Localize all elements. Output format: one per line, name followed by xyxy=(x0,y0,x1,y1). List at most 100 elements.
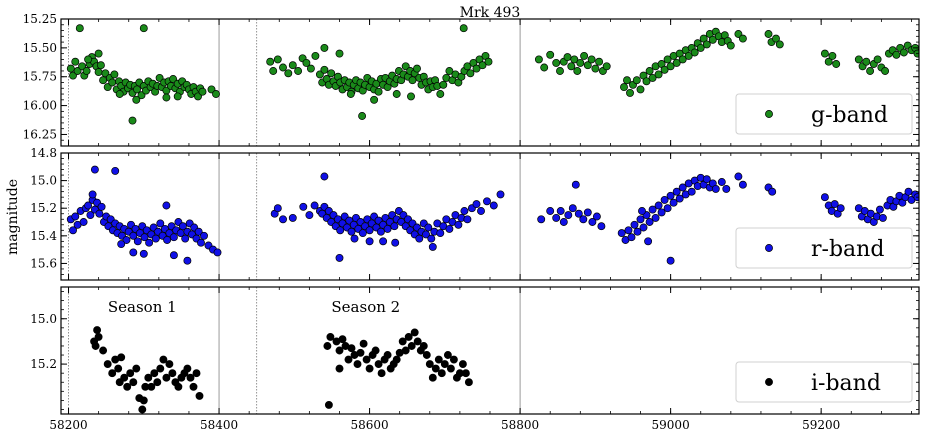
data-point xyxy=(459,24,468,33)
y-tick-label: 15.0 xyxy=(30,174,57,188)
data-point xyxy=(189,382,198,391)
data-point xyxy=(194,92,202,101)
data-point xyxy=(365,226,374,235)
data-point xyxy=(546,207,555,215)
data-point xyxy=(133,237,142,246)
y-tick-label: 15.6 xyxy=(30,256,57,270)
data-point xyxy=(496,190,505,199)
data-point xyxy=(82,67,91,75)
data-point xyxy=(169,251,178,260)
data-point xyxy=(633,227,642,236)
data-point xyxy=(165,360,174,369)
data-point xyxy=(552,58,561,67)
data-point xyxy=(768,187,777,196)
data-point xyxy=(648,205,657,214)
data-point xyxy=(413,64,421,73)
data-point xyxy=(326,332,335,341)
data-point xyxy=(568,204,577,213)
data-point xyxy=(651,213,660,222)
data-point xyxy=(636,215,645,224)
data-point xyxy=(169,233,178,242)
data-point xyxy=(126,369,135,378)
data-point xyxy=(875,205,884,214)
data-point xyxy=(672,58,681,67)
season-annotation: Season 1 xyxy=(108,298,177,316)
data-point xyxy=(415,234,424,243)
data-point xyxy=(595,57,604,66)
data-point xyxy=(73,67,82,75)
data-point xyxy=(383,224,392,233)
data-point xyxy=(407,342,416,350)
data-point xyxy=(463,215,472,224)
data-point xyxy=(422,230,430,239)
data-point xyxy=(660,65,669,74)
chart-title: Mrk 493 xyxy=(460,5,521,21)
data-point xyxy=(376,227,385,236)
data-point xyxy=(489,201,498,210)
data-point xyxy=(472,200,481,209)
data-point xyxy=(362,355,371,364)
data-point xyxy=(288,213,297,222)
y-tick-label: 15.50 xyxy=(23,41,57,55)
data-point xyxy=(436,229,445,238)
data-point xyxy=(138,405,147,414)
data-point xyxy=(336,226,345,235)
data-point xyxy=(556,207,565,215)
data-point xyxy=(194,227,203,236)
y-tick-label: 15.2 xyxy=(30,201,57,215)
legend-label: r-band xyxy=(811,237,884,262)
data-point xyxy=(344,355,353,364)
y-tick-label: 15.4 xyxy=(30,229,57,243)
data-point xyxy=(579,215,588,224)
data-point xyxy=(904,187,913,196)
x-tick-label: 59000 xyxy=(652,418,690,432)
data-point xyxy=(425,360,434,369)
data-point xyxy=(294,67,303,75)
data-points-r-band xyxy=(66,165,919,265)
data-point xyxy=(391,238,400,247)
data-point xyxy=(597,222,606,231)
data-point xyxy=(299,202,308,211)
data-point xyxy=(458,360,467,369)
data-point xyxy=(478,61,487,70)
data-point xyxy=(84,201,93,210)
data-point xyxy=(702,175,711,184)
data-point xyxy=(377,369,386,378)
data-point xyxy=(93,326,102,335)
data-point xyxy=(696,43,705,52)
data-point xyxy=(327,69,336,78)
y-tick-label: 16.25 xyxy=(23,127,57,141)
legend-box xyxy=(735,361,913,403)
data-points-i-band xyxy=(90,326,473,414)
data-point xyxy=(574,209,583,218)
data-point xyxy=(71,57,80,66)
data-point xyxy=(153,378,162,387)
data-point xyxy=(269,67,278,75)
data-point xyxy=(675,194,684,203)
panel-i-band: 15.0 15.2 i-band xyxy=(30,286,920,415)
data-point xyxy=(642,77,651,86)
data-point xyxy=(69,71,77,80)
data-point xyxy=(434,355,443,364)
data-point xyxy=(404,332,413,341)
x-tick-label: 59200 xyxy=(802,418,840,432)
data-point xyxy=(623,76,631,85)
data-point xyxy=(183,364,192,373)
data-point xyxy=(546,50,555,59)
data-point xyxy=(866,67,875,75)
data-point xyxy=(302,58,311,67)
data-point xyxy=(636,85,645,94)
y-tick-label: 15.25 xyxy=(23,12,57,26)
data-point xyxy=(431,364,440,373)
data-point xyxy=(183,256,192,265)
data-point xyxy=(534,55,543,64)
data-point xyxy=(347,227,356,236)
data-point xyxy=(192,369,201,378)
data-point xyxy=(90,165,99,174)
data-point xyxy=(181,234,190,243)
data-point xyxy=(346,90,355,98)
data-point xyxy=(95,209,104,218)
data-point xyxy=(624,226,633,235)
data-point xyxy=(678,183,687,192)
data-point xyxy=(398,337,407,346)
